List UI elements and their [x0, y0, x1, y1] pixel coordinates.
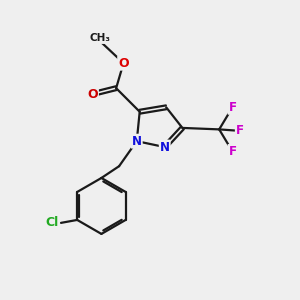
Text: F: F — [236, 124, 244, 137]
Text: Cl: Cl — [46, 216, 59, 230]
Text: CH₃: CH₃ — [89, 33, 110, 43]
Text: N: N — [160, 141, 170, 154]
Text: F: F — [228, 145, 236, 158]
Text: O: O — [87, 88, 98, 100]
Text: O: O — [118, 57, 129, 70]
Text: F: F — [228, 101, 236, 114]
Text: N: N — [132, 135, 142, 148]
